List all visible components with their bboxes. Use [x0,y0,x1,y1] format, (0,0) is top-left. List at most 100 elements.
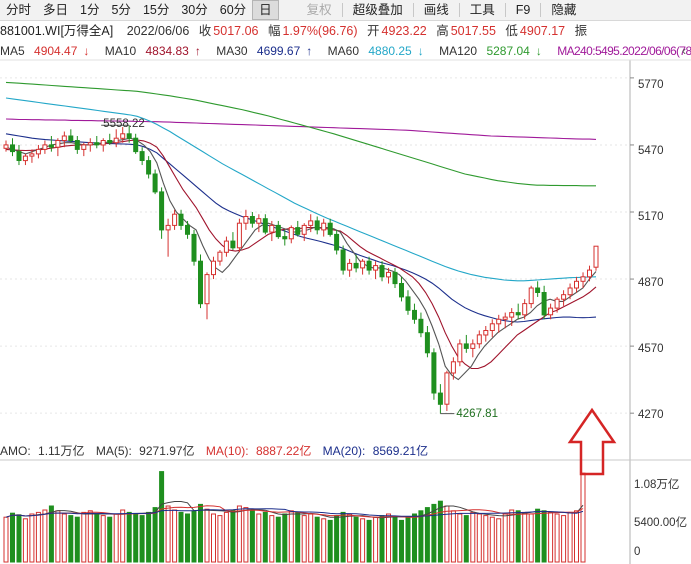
candle-body [217,251,223,262]
volume-bar [74,516,80,563]
period-toolbar: 分时 多日 1分 5分 15分 30分 60分 日 复权 超级叠加 画线 工具 … [0,0,691,21]
candle-body [470,343,476,349]
volume-bar [198,503,203,563]
volume-bar [159,471,165,563]
candle-body [282,236,288,240]
candle-body [327,222,333,235]
quote-info-bar: 881001.WI[万得全A] 2022/06/06 收 5017.06 幅 1.9… [0,21,591,41]
tab-1min[interactable]: 1分 [80,3,100,17]
candle-body [450,361,456,374]
candle-body [353,262,359,269]
tools-button[interactable]: 工具 [469,3,495,17]
candle-body [405,296,411,311]
volume-bar [535,508,541,563]
volume-bar [353,516,359,563]
volume-bar [502,513,508,563]
price-tick-4570: 4570 [638,343,664,355]
volume-bar [165,505,171,563]
low-price-marker: 4267.81 [456,407,498,420]
candle-body [412,309,417,320]
volume-bar [424,507,430,563]
low-value: 4907.17 [519,24,566,38]
candle-body [509,312,515,318]
tab-60min[interactable]: 60分 [219,3,247,17]
tab-daily[interactable]: 日 [252,0,279,20]
ma5-value: 4904.47 [34,44,78,58]
candle-body [146,160,152,175]
vol-ma5-value: 9271.97亿 [139,444,195,458]
hide-button[interactable]: 隐藏 [551,3,577,17]
candle-body [457,343,463,363]
amo-value: 1.11万亿 [38,444,85,458]
volume-bar [476,513,482,563]
change-value: 1.97%(96.76) [282,24,358,38]
volume-bar [334,515,340,563]
volume-bar [405,516,411,563]
candle-body [133,137,139,153]
volume-bars [3,471,586,563]
volume-bar [288,510,294,563]
ma30-label: MA30 [216,44,248,58]
volume-bar [120,509,126,563]
volume-bar [35,511,41,563]
volume-bar [561,515,567,563]
candle-body [548,307,554,316]
volume-bar [580,472,586,563]
volume-bar [489,516,495,563]
volume-bar [386,513,391,563]
candle-body [42,144,48,150]
volume-bar [217,515,223,563]
candle-body [159,191,165,231]
candle-body [126,133,132,139]
volume-bar [3,516,9,563]
volume-bar [22,518,28,563]
candle-body [373,265,379,271]
tab-30min[interactable]: 30分 [181,3,208,17]
tab-5min[interactable]: 5分 [111,3,131,17]
candle-body [463,343,469,349]
volume-bar [243,507,249,563]
candle-body [61,135,67,141]
candle-body [515,312,521,316]
collapse-chevron-icon[interactable]: ‹ [681,43,687,58]
candle-body [288,227,294,240]
super-overlay-button[interactable]: 超级叠加 [352,3,403,17]
candle-body [580,276,586,282]
candle-body [489,323,495,331]
candle-body [535,287,541,293]
volume-bar [178,511,184,563]
volume-bar [301,515,307,563]
volume-bar [554,513,560,563]
volume-bar [463,515,469,563]
candle-body [152,173,158,193]
volume-bar [94,513,100,563]
volume-bar [483,515,489,563]
volume-bar [470,511,476,563]
adjust-button[interactable]: 复权 [306,3,332,17]
candle-body [3,144,9,149]
candle-body [211,260,216,276]
volume-bar [152,507,158,563]
candle-body [366,260,372,271]
tab-15min[interactable]: 15分 [142,3,170,17]
volume-bar [133,513,139,563]
volume-bar [457,513,463,563]
volume-bar [509,509,515,563]
volume-bar [107,516,113,563]
volume-bar [211,513,216,563]
candle-body [74,140,80,150]
draw-line-button[interactable]: 画线 [423,3,449,17]
low-label: 低 [505,24,518,38]
volume-bar [379,515,385,563]
volume-bar [314,516,320,563]
tab-intraday[interactable]: 分时 [6,3,32,17]
annotations [101,124,617,476]
volume-bar [172,509,178,563]
volume-ma5-line [5,501,584,519]
candle-body [87,142,93,146]
f9-button[interactable]: F9 [515,3,531,17]
tab-multi-day[interactable]: 多日 [43,3,69,17]
candle-body [178,213,184,226]
candle-body [561,294,567,300]
